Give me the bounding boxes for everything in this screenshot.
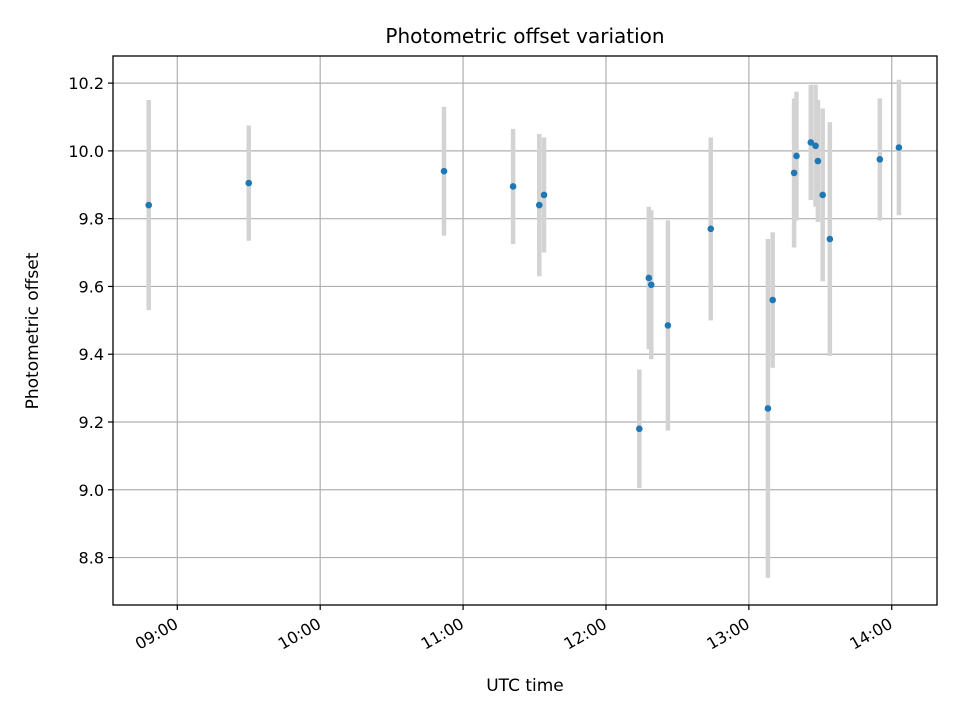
plot-frame [112, 55, 938, 606]
y-tick-label: 9.8 [79, 210, 104, 229]
data-point [647, 281, 655, 289]
data-point [145, 201, 153, 209]
data-point [764, 405, 772, 412]
x-axis-label: UTC time [486, 676, 564, 696]
y-tick-label: 9.6 [79, 277, 104, 296]
grid-lines [113, 56, 937, 605]
data-point [440, 167, 448, 175]
y-tick-label: 10.0 [68, 142, 104, 161]
y-tick-label: 9.0 [79, 481, 104, 500]
data-point [645, 274, 653, 282]
data-point [535, 201, 543, 209]
data-point [707, 225, 715, 233]
data-point [790, 169, 798, 177]
data-point [807, 139, 815, 146]
y-axis-label: Photometric offset [23, 252, 43, 409]
data-points [145, 139, 903, 433]
chart-title: Photometric offset variation [385, 24, 664, 48]
data-point [793, 152, 800, 160]
y-tick-label: 8.8 [79, 549, 104, 568]
data-point [876, 156, 884, 163]
data-point [636, 425, 643, 433]
data-point [895, 144, 903, 151]
data-point [245, 179, 253, 187]
data-point [814, 157, 822, 165]
data-point [769, 296, 776, 304]
data-point [664, 322, 672, 329]
data-point [819, 191, 826, 199]
y-tick-label: 9.4 [79, 345, 104, 364]
data-point [826, 235, 834, 243]
data-point [509, 183, 517, 190]
data-point [540, 191, 548, 199]
y-tick-label: 9.2 [79, 413, 104, 432]
data-point [812, 142, 819, 150]
y-axis-ticks: 8.8 9.0 9.2 9.4 9.6 9.8 10.0 10.2 [68, 74, 113, 568]
y-tick-label: 10.2 [68, 74, 104, 93]
